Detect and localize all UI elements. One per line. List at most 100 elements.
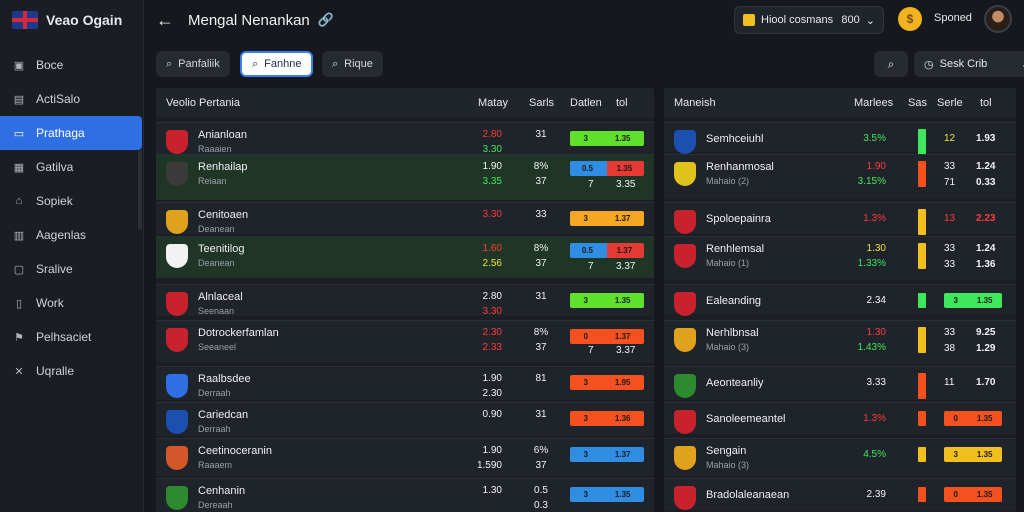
odds-bar[interactable]: 3 1.35 xyxy=(944,293,1002,308)
match-row[interactable]: Ealeanding 2.34 3 1.35 xyxy=(664,284,1016,316)
team-name[interactable]: Dotrockerfamlan xyxy=(198,327,279,339)
odds-secondary[interactable]: 1.590 xyxy=(476,460,502,471)
odds-bar[interactable]: 0 1.35 xyxy=(944,487,1002,502)
team-name[interactable]: Spoloepainra xyxy=(706,213,771,225)
filter-chip-3[interactable]: ⌕ Rique xyxy=(322,51,383,77)
team-name[interactable]: Raalbsdee xyxy=(198,373,251,385)
odds-bar[interactable]: 3 1.36 xyxy=(570,411,644,426)
column-c3[interactable]: Datlen xyxy=(570,97,602,109)
match-row[interactable]: Teenitilog Deanean 1.60 2.56 8% 37 0.5 1.37 7 3.3… xyxy=(156,236,654,278)
match-row[interactable]: Semhceiuhl 3.5% 12 1.93 xyxy=(664,122,1016,155)
sidebar-item-3[interactable]: ▦ Gatilva xyxy=(0,150,143,184)
match-row[interactable]: Renhailap Reiaan 1.90 3.35 8% 37 0.5 1.35 7 3.35 xyxy=(156,154,654,200)
odds-primary[interactable]: 1.90 xyxy=(482,161,502,172)
percent-primary[interactable]: 1.30 xyxy=(866,243,886,254)
odds-primary[interactable]: 1.90 xyxy=(482,373,502,384)
team-name[interactable]: Aeonteanliy xyxy=(706,377,764,389)
team-name[interactable]: Cenitoaen xyxy=(198,209,249,221)
match-row[interactable]: Sengain Mahaio (3) 4.5% 3 1.35 xyxy=(664,438,1016,476)
team-name[interactable]: Renhanmosal xyxy=(706,161,774,173)
sidebar-item-2[interactable]: ▭ Prathaga xyxy=(0,116,142,150)
match-row[interactable]: Spoloepainra 1.3% 13 2.23 xyxy=(664,202,1016,235)
column-c2[interactable]: Sas xyxy=(908,97,927,109)
percent-primary[interactable]: 1.90 xyxy=(866,161,886,172)
sidebar-scrollbar[interactable] xyxy=(138,150,142,230)
percent-secondary[interactable]: 1.43% xyxy=(857,342,886,353)
team-name[interactable]: Nerhlbnsal xyxy=(706,327,759,339)
match-row[interactable]: Cenitoaen Deanean 3.30 33 3 1.37 xyxy=(156,202,654,234)
odds-bar[interactable]: 3 1.37 xyxy=(570,447,644,462)
odds-primary[interactable]: 1.30 xyxy=(482,485,502,496)
percent-primary[interactable]: 2.39 xyxy=(866,489,886,500)
back-arrow-icon[interactable]: ← xyxy=(156,9,174,30)
match-row[interactable]: Anianloan Raaaien 2.80 3.30 31 3 1.35 xyxy=(156,122,654,155)
percent-primary[interactable]: 1.30 xyxy=(866,327,886,338)
team-name[interactable]: Bradolaleanaean xyxy=(706,489,790,501)
odds-primary[interactable]: 3.30 xyxy=(482,209,502,220)
match-row[interactable]: Sanoleemeantel 1.3% 0 1.35 xyxy=(664,402,1016,434)
team-name[interactable]: Sanoleemeantel xyxy=(706,413,786,425)
sidebar-item-9[interactable]: ✕ Uqralle xyxy=(0,354,143,388)
team-name[interactable]: Renhlemsal xyxy=(706,243,765,255)
gold-coin-icon[interactable]: $ xyxy=(898,7,922,31)
team-name[interactable]: Semhceiuhl xyxy=(706,133,764,145)
odds-bar[interactable]: 0.5 1.35 xyxy=(570,161,644,176)
column-c4[interactable]: tol xyxy=(980,97,992,109)
wallet-dropdown[interactable]: Hiool cosmans 800 ⌄ xyxy=(734,6,884,34)
odds-primary[interactable]: 2.80 xyxy=(482,291,502,302)
percent-primary[interactable]: 1.3% xyxy=(863,213,886,224)
percent-primary[interactable]: 3.33 xyxy=(866,377,886,388)
sidebar-item-8[interactable]: ⚑ Pelhsaciet xyxy=(0,320,143,354)
match-row[interactable]: Dotrockerfamlan Seeaneel 2.30 2.33 8% 37 0 1.37… xyxy=(156,320,654,362)
filter-chip-1[interactable]: ⌕ Panfaliik xyxy=(156,51,230,77)
match-row[interactable]: Bradolaleanaean 2.39 0 1.35 xyxy=(664,478,1016,510)
brand[interactable]: Veao Ogain xyxy=(0,0,143,40)
odds-bar[interactable]: 3 1.95 xyxy=(570,375,644,390)
team-name[interactable]: Cenhanin xyxy=(198,485,246,497)
odds-bar[interactable]: 0.5 1.37 xyxy=(570,243,644,258)
column-c4[interactable]: tol xyxy=(616,97,628,109)
link-icon[interactable]: 🔗 xyxy=(317,12,334,27)
user-name[interactable]: Sponed xyxy=(934,12,972,24)
odds-bar[interactable]: 3 1.35 xyxy=(944,447,1002,462)
odds-primary[interactable]: 1.60 xyxy=(482,243,502,254)
team-name[interactable]: Teenitilog xyxy=(198,243,245,255)
sidebar-item-1[interactable]: ▤ ActiSalo xyxy=(0,82,143,116)
match-row[interactable]: Cariedcan Derraah 0.90 31 3 1.36 xyxy=(156,402,654,436)
column-c2[interactable]: Sarls xyxy=(529,97,555,109)
match-row[interactable]: Aeonteanliy 3.33 11 1.70 xyxy=(664,366,1016,400)
odds-bar[interactable]: 0 1.37 xyxy=(570,329,644,344)
percent-primary[interactable]: 3.5% xyxy=(863,133,886,144)
team-name[interactable]: Cariedcan xyxy=(198,409,249,421)
team-name[interactable]: Ealeanding xyxy=(706,295,762,307)
odds-secondary[interactable]: 2.33 xyxy=(482,342,502,353)
odds-secondary[interactable]: 3.30 xyxy=(482,306,502,317)
column-c1[interactable]: Marlees xyxy=(854,97,894,109)
match-row[interactable]: Nerhlbnsal Mahaio (3) 1.30 1.43% 33 38 9.25 1.2… xyxy=(664,320,1016,364)
odds-primary[interactable]: 1.90 xyxy=(482,445,502,456)
odds-bar[interactable]: 3 1.35 xyxy=(570,293,644,308)
sidebar-item-5[interactable]: ▥ Aagenlas xyxy=(0,218,143,252)
column-c3[interactable]: Serle xyxy=(937,97,963,109)
odds-bar[interactable]: 3 1.37 xyxy=(570,211,644,226)
odds-secondary[interactable]: 2.56 xyxy=(482,258,502,269)
search-button[interactable]: ⌕ xyxy=(874,51,908,77)
odds-secondary[interactable]: 3.30 xyxy=(482,144,502,155)
avatar[interactable] xyxy=(984,5,1012,33)
team-name[interactable]: Ceetinoceranin xyxy=(198,445,272,457)
odds-secondary[interactable]: 2.30 xyxy=(482,388,502,399)
odds-primary[interactable]: 2.80 xyxy=(482,129,502,140)
percent-secondary[interactable]: 1.33% xyxy=(857,258,886,269)
odds-bar[interactable]: 0 1.35 xyxy=(944,411,1002,426)
sort-dropdown[interactable]: ◷ Sesk Crib ⌄ xyxy=(914,51,1024,77)
filter-chip-2[interactable]: ⌕ Fanhne xyxy=(240,51,314,77)
match-row[interactable]: Raalbsdee Derraah 1.90 2.30 81 3 1.95 xyxy=(156,366,654,400)
percent-primary[interactable]: 1.3% xyxy=(863,413,886,424)
sidebar-item-7[interactable]: ▯ Work xyxy=(0,286,143,320)
odds-bar[interactable]: 3 1.35 xyxy=(570,487,644,502)
odds-secondary[interactable]: 3.35 xyxy=(482,176,502,187)
odds-primary[interactable]: 2.30 xyxy=(482,327,502,338)
match-row[interactable]: Alnlaceal Seenaan 2.80 3.30 31 3 1.35 xyxy=(156,284,654,317)
match-row[interactable]: Cenhanin Dereaah 1.30 0.5 0.3 3 1.35 xyxy=(156,478,654,512)
team-name[interactable]: Sengain xyxy=(706,445,747,457)
